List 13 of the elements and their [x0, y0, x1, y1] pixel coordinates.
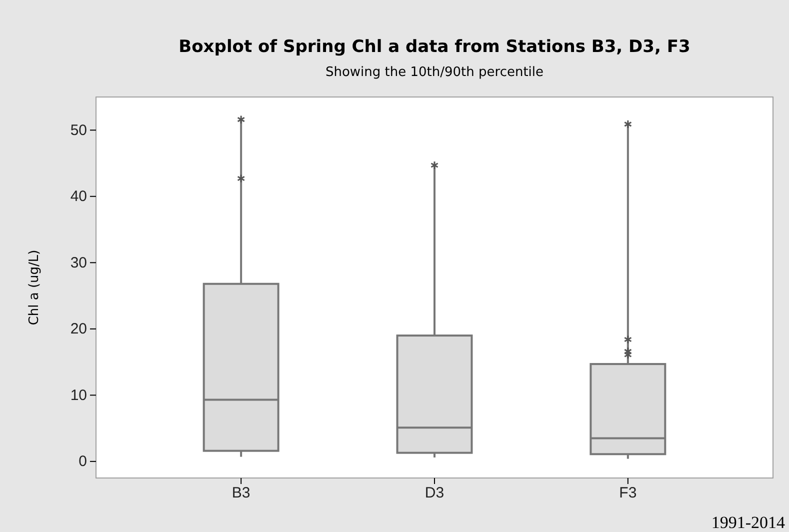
x-tick-label: B3	[232, 484, 250, 502]
y-tick-label: 20	[70, 320, 87, 338]
x-tick-label: D3	[424, 484, 444, 502]
chart-subtitle: Showing the 10th/90th percentile	[325, 65, 544, 80]
y-tick-label: 30	[70, 254, 87, 272]
text: 1991-2014	[711, 513, 786, 532]
x-tick-label: F3	[619, 484, 637, 502]
y-tick-label: 50	[70, 122, 87, 139]
y-tick-label: 10	[70, 386, 87, 404]
chart-title: Boxplot of Spring Chl a data from Stations B3, D3, F3	[178, 37, 690, 57]
y-axis-title: Chl a (ug/L)	[27, 250, 42, 326]
y-tick-label: 0	[78, 453, 87, 470]
y-tick-label: 40	[70, 188, 87, 206]
